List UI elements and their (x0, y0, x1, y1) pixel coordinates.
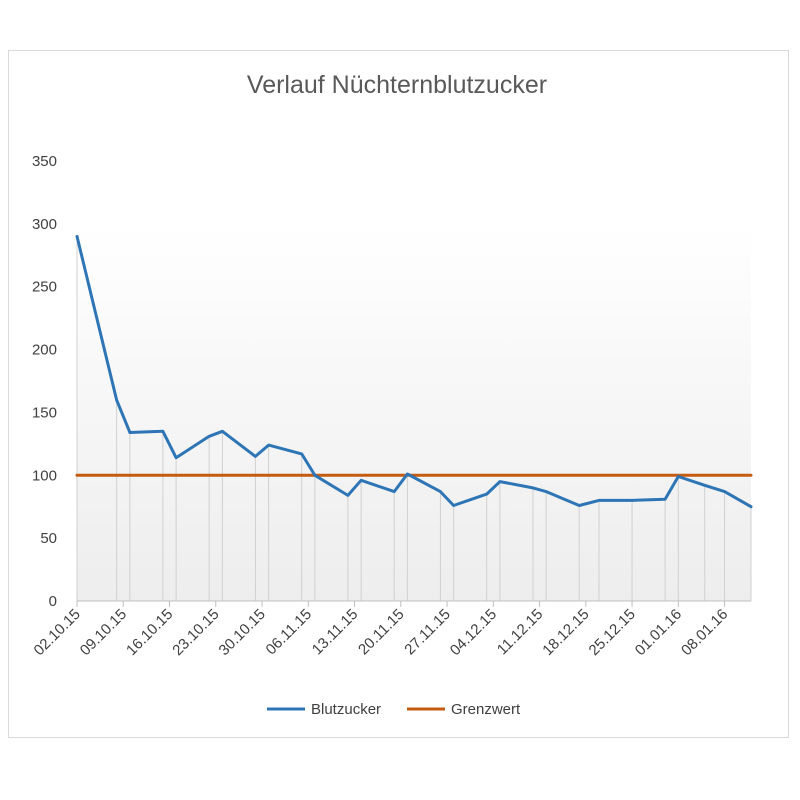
y-tick-label: 250 (32, 279, 57, 296)
x-tick-label: 11.12.15 (494, 606, 547, 659)
x-tick-label: 25.12.15 (586, 606, 639, 659)
y-tick-label: 0 (49, 593, 57, 610)
legend-label: Blutzucker (311, 701, 381, 718)
chart-frame: Verlauf Nüchternblutzucker 0 50 100 150 200 2… (8, 50, 789, 738)
y-tick-label: 150 (32, 404, 57, 421)
x-tick-label: 02.10.15 (31, 606, 84, 659)
chart-title: Verlauf Nüchternblutzucker (247, 71, 547, 99)
x-tick-label: 13.11.15 (309, 606, 362, 659)
y-tick-label: 300 (32, 216, 57, 233)
line-chart: Verlauf Nüchternblutzucker 0 50 100 150 200 2… (31, 71, 753, 718)
y-tick-label: 200 (32, 342, 57, 359)
plot-area (77, 223, 751, 601)
x-tick-label: 27.11.15 (401, 606, 454, 659)
y-tick-label: 100 (32, 467, 57, 484)
x-tick-label: 18.12.15 (539, 606, 592, 659)
x-tick-label: 06.11.15 (263, 606, 316, 659)
y-tick-label: 350 (32, 153, 57, 170)
legend-label: Grenzwert (451, 701, 521, 718)
x-tick-label: 30.10.15 (216, 606, 269, 659)
series-line-blutzucker (75, 234, 753, 509)
x-tick-label: 04.12.15 (447, 606, 500, 659)
x-tick-label: 20.11.15 (355, 606, 408, 659)
y-tick-label: 50 (40, 530, 57, 547)
x-tick-label: 16.10.15 (123, 606, 176, 659)
x-tick-label: 09.10.15 (77, 606, 130, 659)
x-tick-label: 23.10.15 (169, 606, 222, 659)
x-tick-label: 08.01.16 (678, 606, 731, 659)
x-tick-label: 01.01.16 (632, 606, 685, 659)
